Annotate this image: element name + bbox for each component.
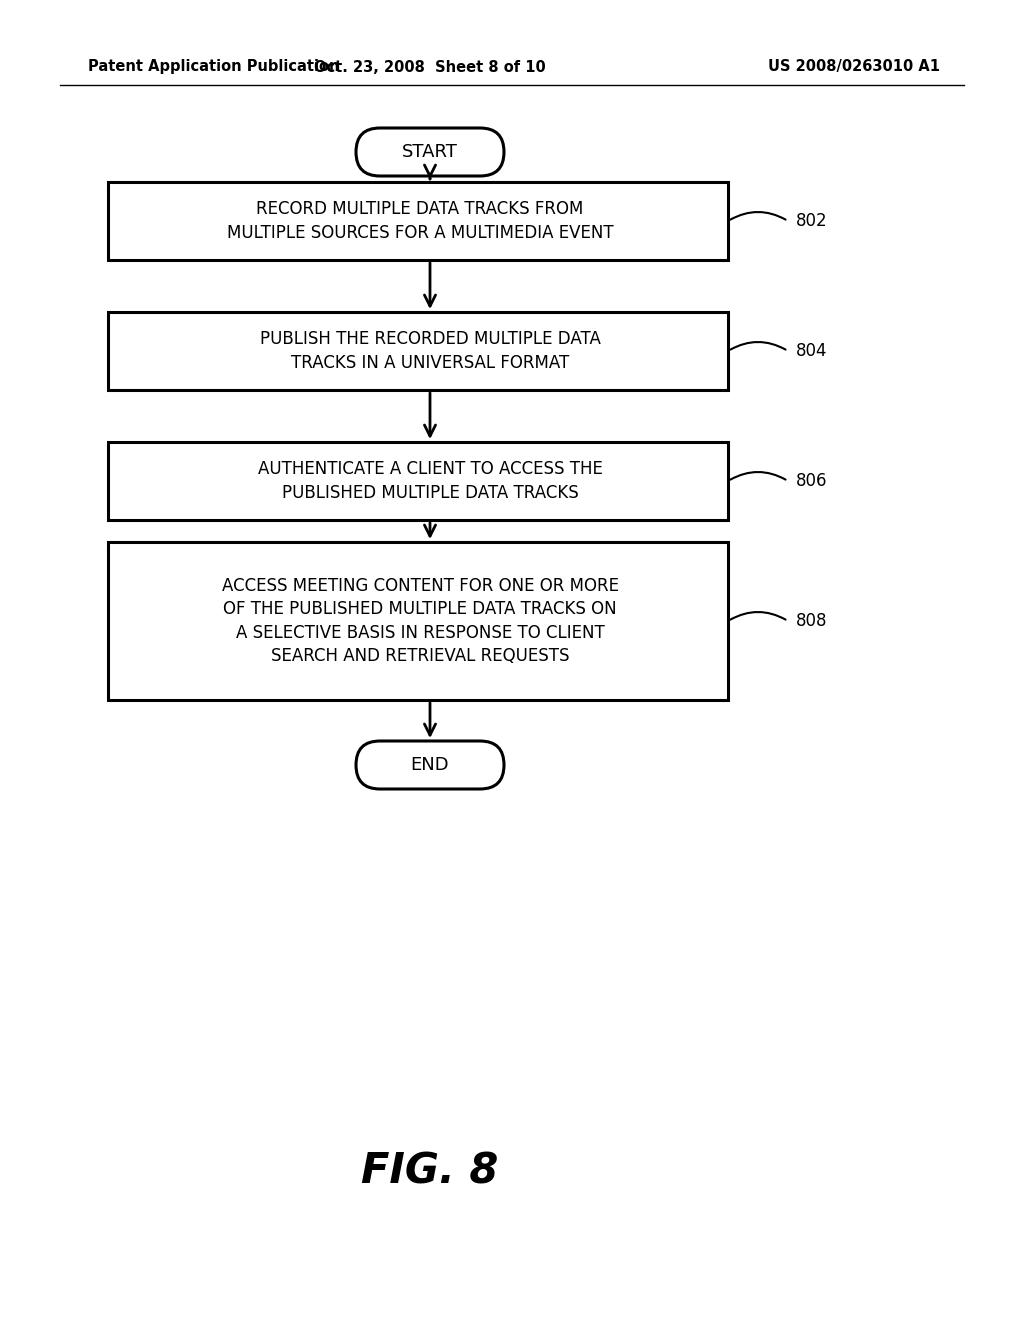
Text: FIG. 8: FIG. 8 <box>361 1151 499 1193</box>
Text: PUBLISH THE RECORDED MULTIPLE DATA
TRACKS IN A UNIVERSAL FORMAT: PUBLISH THE RECORDED MULTIPLE DATA TRACK… <box>259 330 600 372</box>
Bar <box>108 442 728 520</box>
Bar <box>108 182 728 260</box>
Text: US 2008/0263010 A1: US 2008/0263010 A1 <box>768 59 940 74</box>
Text: Patent Application Publication: Patent Application Publication <box>88 59 340 74</box>
Text: 804: 804 <box>796 342 827 360</box>
Bar <box>108 312 728 389</box>
FancyBboxPatch shape <box>356 128 504 176</box>
Text: START: START <box>402 143 458 161</box>
Text: Oct. 23, 2008  Sheet 8 of 10: Oct. 23, 2008 Sheet 8 of 10 <box>314 59 546 74</box>
Text: RECORD MULTIPLE DATA TRACKS FROM
MULTIPLE SOURCES FOR A MULTIMEDIA EVENT: RECORD MULTIPLE DATA TRACKS FROM MULTIPL… <box>226 201 613 242</box>
Text: ACCESS MEETING CONTENT FOR ONE OR MORE
OF THE PUBLISHED MULTIPLE DATA TRACKS ON
: ACCESS MEETING CONTENT FOR ONE OR MORE O… <box>221 577 618 665</box>
FancyBboxPatch shape <box>356 741 504 789</box>
Text: END: END <box>411 756 450 774</box>
Text: AUTHENTICATE A CLIENT TO ACCESS THE
PUBLISHED MULTIPLE DATA TRACKS: AUTHENTICATE A CLIENT TO ACCESS THE PUBL… <box>258 461 602 502</box>
Text: 808: 808 <box>796 612 827 630</box>
Text: 806: 806 <box>796 473 827 490</box>
Bar <box>108 543 728 700</box>
Text: 802: 802 <box>796 213 827 230</box>
